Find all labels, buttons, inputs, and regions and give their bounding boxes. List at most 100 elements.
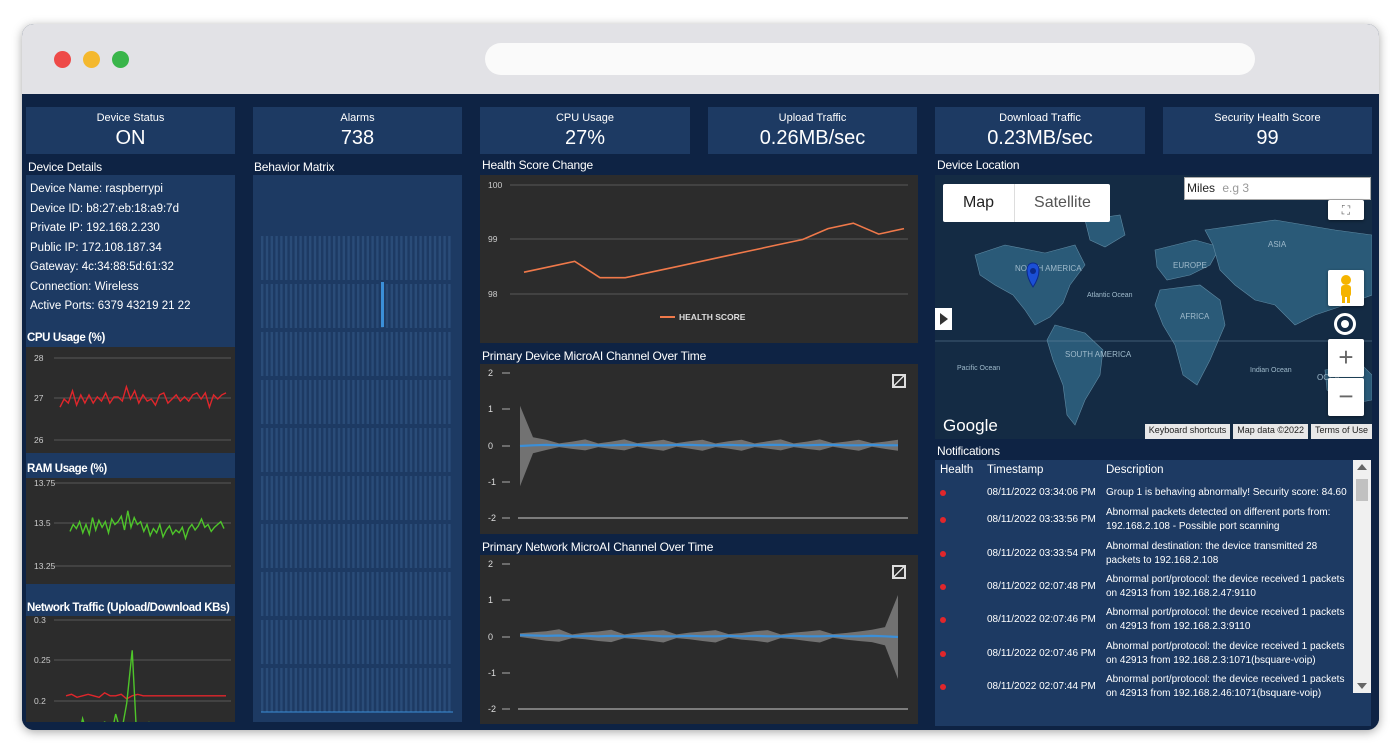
matrix-cell (299, 380, 302, 424)
matrix-cell (400, 428, 403, 472)
matrix-cell (443, 380, 446, 424)
matrix-cell (275, 332, 278, 376)
matrix-cell (323, 572, 326, 616)
y-tick-label: 13.75 (34, 478, 56, 488)
matrix-cell (280, 428, 283, 472)
matrix-cell (347, 380, 350, 424)
device-details-panel: Device Name: raspberrypi Device ID: b8:2… (26, 175, 235, 325)
location-pin-icon[interactable] (1026, 262, 1040, 288)
y-tick-label: 99 (488, 234, 498, 244)
matrix-cell (419, 572, 422, 616)
pegman-icon[interactable] (1328, 270, 1364, 306)
header-health: Health (940, 464, 974, 476)
address-bar[interactable] (485, 43, 1255, 75)
y-tick-label: 13.5 (34, 518, 51, 528)
matrix-cell (337, 476, 341, 520)
matrix-cell (381, 428, 384, 472)
terms-link[interactable]: Terms of Use (1310, 424, 1372, 439)
matrix-cell (448, 572, 451, 616)
matrix-cell (304, 476, 307, 520)
matrix-cell (352, 668, 355, 712)
y-tick-label: 2 (488, 559, 493, 569)
matrix-cell (275, 476, 278, 520)
satellite-tab[interactable]: Satellite (1014, 184, 1110, 222)
matrix-cell (333, 380, 336, 424)
cpu-usage-svg: 28 27 26 (34, 353, 231, 445)
matrix-cell (309, 284, 312, 328)
matrix-cell (443, 332, 446, 376)
close-window-button[interactable] (54, 51, 71, 68)
matrix-cell (285, 620, 288, 664)
matrix-cell (395, 284, 398, 328)
expand-icon[interactable] (892, 374, 906, 388)
zoom-in-button[interactable]: + (1328, 339, 1364, 377)
fullscreen-icon[interactable]: ⛶ (1328, 200, 1364, 220)
matrix-cell (261, 524, 264, 568)
notification-timestamp: 08/11/2022 03:34:06 PM (987, 487, 1096, 498)
matrix-cell (265, 428, 269, 472)
matrix-cell (265, 524, 269, 568)
matrix-cell (265, 332, 269, 376)
matrix-cell (443, 284, 446, 328)
expand-icon[interactable] (892, 565, 906, 579)
zoom-out-button[interactable]: − (1328, 378, 1364, 416)
matrix-cell (309, 476, 312, 520)
matrix-cell (371, 524, 374, 568)
matrix-cell (381, 524, 384, 568)
matrix-cell (323, 524, 326, 568)
maximize-window-button[interactable] (112, 51, 129, 68)
matrix-cell (299, 428, 302, 472)
notifications-table: Health Timestamp Description 08/11/2022 … (935, 460, 1371, 726)
kpi-label: CPU Usage (555, 112, 615, 124)
matrix-cell (443, 476, 446, 520)
matrix-cell (309, 524, 312, 568)
my-location-icon[interactable] (1334, 313, 1356, 335)
matrix-cell (405, 476, 408, 520)
public-ip: Public IP: 172.108.187.34 (30, 241, 162, 254)
miles-field[interactable]: Miles e.g 3 (1184, 177, 1371, 200)
matrix-cell (352, 572, 355, 616)
y-tick-label: 26 (34, 435, 44, 445)
y-tick-label: 100 (488, 180, 502, 190)
matrix-cell (438, 620, 441, 664)
matrix-cell (366, 476, 369, 520)
matrix-cell (309, 236, 312, 280)
matrix-cell (337, 284, 341, 328)
matrix-cell (357, 380, 360, 424)
ram-usage-chart: 13.75 13.5 13.25 (26, 478, 235, 584)
matrix-cell (342, 620, 345, 664)
matrix-cell (414, 572, 417, 616)
matrix-cell (304, 332, 307, 376)
dashboard: Device Status ON Alarms 738 CPU Usage 27… (22, 94, 1379, 730)
matrix-cell (285, 284, 288, 328)
matrix-cell (395, 524, 398, 568)
matrix-cell (371, 332, 374, 376)
matrix-cell (390, 476, 393, 520)
matrix-cell (409, 524, 413, 568)
matrix-cell (275, 236, 278, 280)
browser-window: Device Status ON Alarms 738 CPU Usage 27… (22, 24, 1379, 730)
notification-description: Abnormal port/protocol: the device recei… (1106, 641, 1345, 666)
map-container[interactable]: NORTH AMERICA SOUTH AMERICA EUROPE AFRIC… (935, 175, 1372, 439)
matrix-cell (294, 428, 297, 472)
scrollbar-thumb[interactable] (1356, 479, 1368, 501)
matrix-cell (261, 620, 264, 664)
matrix-cell (419, 668, 422, 712)
matrix-cell (270, 572, 273, 616)
scrollbar[interactable] (1353, 460, 1371, 693)
minimize-window-button[interactable] (83, 51, 100, 68)
matrix-cell (381, 572, 384, 616)
matrix-cell (280, 380, 283, 424)
matrix-cell (385, 572, 389, 616)
matrix-cell (299, 620, 302, 664)
map-tab[interactable]: Map (943, 184, 1014, 222)
matrix-cell (342, 668, 345, 712)
matrix-cell (438, 572, 441, 616)
matrix-cell (448, 236, 451, 280)
matrix-cell (385, 668, 389, 712)
expand-panel-button[interactable] (935, 308, 952, 330)
health-status-dot (940, 651, 946, 657)
matrix-cell (328, 476, 331, 520)
keyboard-shortcuts-link[interactable]: Keyboard shortcuts (1144, 424, 1231, 439)
notification-description: Abnormal port/protocol: the device recei… (1106, 674, 1345, 699)
